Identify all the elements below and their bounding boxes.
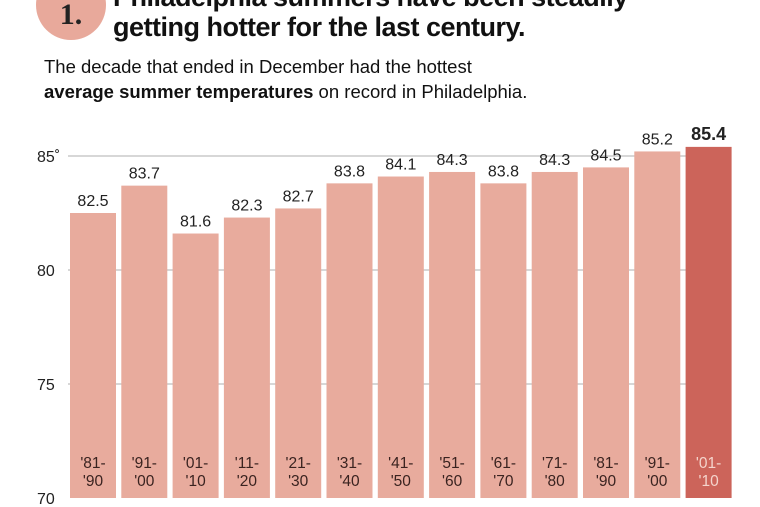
bar-value-label-6: 84.1 (385, 157, 416, 174)
bar-value-label-8: 83.8 (488, 163, 519, 180)
bar-value-label-7: 84.3 (437, 152, 468, 169)
bar-2 (172, 233, 219, 498)
category-label-8-end: '70 (493, 473, 514, 490)
y-tick-label-75: 75 (37, 377, 55, 394)
bar-12 (685, 146, 732, 498)
bar-9 (531, 171, 578, 498)
bar-value-label-1: 83.7 (129, 166, 160, 183)
category-label-7-start: '51- (439, 455, 464, 472)
headline-line-1: Philadelphia summers have been steadily (113, 0, 628, 13)
subtitle-emphasis: average summer temperatures (44, 81, 314, 102)
category-label-2-start: '01- (183, 455, 208, 472)
bar-value-label-3: 82.3 (231, 198, 262, 215)
bar-1 (121, 185, 168, 498)
bar-value-label-2: 81.6 (180, 214, 211, 231)
category-label-11-start: '91- (645, 455, 670, 472)
subtitle-line-2: on record in Philadelphia. (313, 81, 528, 102)
bar-8 (480, 183, 527, 499)
category-label-3-end: '20 (237, 473, 258, 490)
category-label-8-start: '61- (491, 455, 516, 472)
bar-4 (275, 208, 322, 498)
category-label-9-end: '80 (545, 473, 566, 490)
bar-value-label-5: 83.8 (334, 163, 365, 180)
bar-3 (223, 217, 270, 498)
bar-6 (377, 176, 424, 498)
category-label-5-end: '40 (339, 473, 360, 490)
category-label-6-end: '50 (391, 473, 412, 490)
category-label-12-start: '01- (696, 455, 721, 472)
category-label-0-end: '90 (83, 473, 104, 490)
bar-value-label-10: 84.5 (590, 147, 621, 164)
bar-value-label-11: 85.2 (642, 131, 673, 148)
category-label-11-end: '00 (647, 473, 668, 490)
bar-7 (429, 171, 476, 498)
subtitle-line-1: The decade that ended in December had th… (44, 56, 472, 77)
y-tick-label-70: 70 (37, 491, 55, 507)
category-label-1-start: '91- (132, 455, 157, 472)
subtitle: The decade that ended in December had th… (44, 54, 527, 104)
bar-11 (634, 151, 681, 498)
category-label-3-start: '11- (235, 455, 259, 472)
bar-value-label-9: 84.3 (539, 152, 570, 169)
category-label-10-start: '81- (593, 455, 618, 472)
section-number: 1. (59, 0, 83, 31)
category-label-2-end: '10 (185, 473, 206, 490)
y-tick-label-85: 85˚ (37, 149, 60, 166)
category-label-1-end: '00 (134, 473, 155, 490)
bar-value-label-4: 82.7 (283, 188, 314, 205)
category-label-10-end: '90 (596, 473, 617, 490)
bar-5 (326, 183, 373, 499)
category-label-4-start: '21- (286, 455, 311, 472)
bar-0 (70, 213, 116, 498)
headline-line-2: getting hotter for the last century. (113, 12, 526, 42)
y-tick-label-80: 80 (37, 263, 55, 280)
category-label-4-end: '30 (288, 473, 309, 490)
category-label-0-start: '81- (80, 455, 105, 472)
category-label-5-start: '31- (337, 455, 362, 472)
category-label-12-end: '10 (698, 473, 719, 490)
bar-10 (583, 167, 629, 498)
category-label-7-end: '60 (442, 473, 463, 490)
category-label-9-start: '71- (542, 455, 567, 472)
category-label-6-start: '41- (388, 455, 413, 472)
bar-value-label-12: 85.4 (691, 124, 726, 144)
bar-value-label-0: 82.5 (77, 193, 108, 210)
